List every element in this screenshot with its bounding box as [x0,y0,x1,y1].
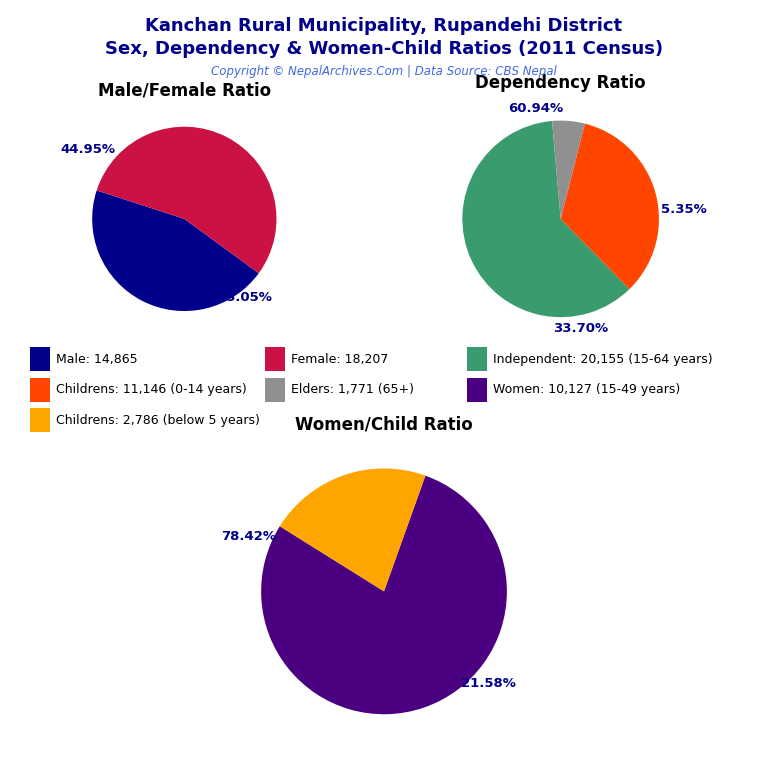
Text: 78.42%: 78.42% [221,530,276,542]
Text: Elders: 1,771 (65+): Elders: 1,771 (65+) [291,383,414,396]
Bar [265,347,285,371]
Text: Female: 18,207: Female: 18,207 [291,353,389,366]
Text: 33.70%: 33.70% [553,323,607,336]
Wedge shape [97,127,276,273]
Wedge shape [92,190,259,311]
Wedge shape [561,124,659,289]
Text: Male: 14,865: Male: 14,865 [56,353,138,366]
Bar [30,347,51,371]
Wedge shape [261,475,507,714]
Text: 44.95%: 44.95% [60,144,115,156]
Title: Dependency Ratio: Dependency Ratio [475,74,646,91]
Title: Women/Child Ratio: Women/Child Ratio [295,415,473,433]
Text: 5.35%: 5.35% [660,203,707,216]
Text: Sex, Dependency & Women-Child Ratios (2011 Census): Sex, Dependency & Women-Child Ratios (20… [105,40,663,58]
Wedge shape [280,468,425,591]
Wedge shape [462,121,630,317]
Text: 21.58%: 21.58% [461,677,516,690]
Bar [467,347,487,371]
Bar [467,378,487,402]
Bar [30,409,51,432]
Text: Childrens: 2,786 (below 5 years): Childrens: 2,786 (below 5 years) [56,414,260,427]
Text: Childrens: 11,146 (0-14 years): Childrens: 11,146 (0-14 years) [56,383,247,396]
Text: Independent: 20,155 (15-64 years): Independent: 20,155 (15-64 years) [493,353,713,366]
Bar [265,378,285,402]
Text: Kanchan Rural Municipality, Rupandehi District: Kanchan Rural Municipality, Rupandehi Di… [145,17,623,35]
Text: 60.94%: 60.94% [508,102,564,115]
Bar [30,378,51,402]
Text: Copyright © NepalArchives.Com | Data Source: CBS Nepal: Copyright © NepalArchives.Com | Data Sou… [211,65,557,78]
Text: Women: 10,127 (15-49 years): Women: 10,127 (15-49 years) [493,383,680,396]
Title: Male/Female Ratio: Male/Female Ratio [98,81,271,99]
Text: 55.05%: 55.05% [217,291,272,303]
Wedge shape [552,121,585,219]
